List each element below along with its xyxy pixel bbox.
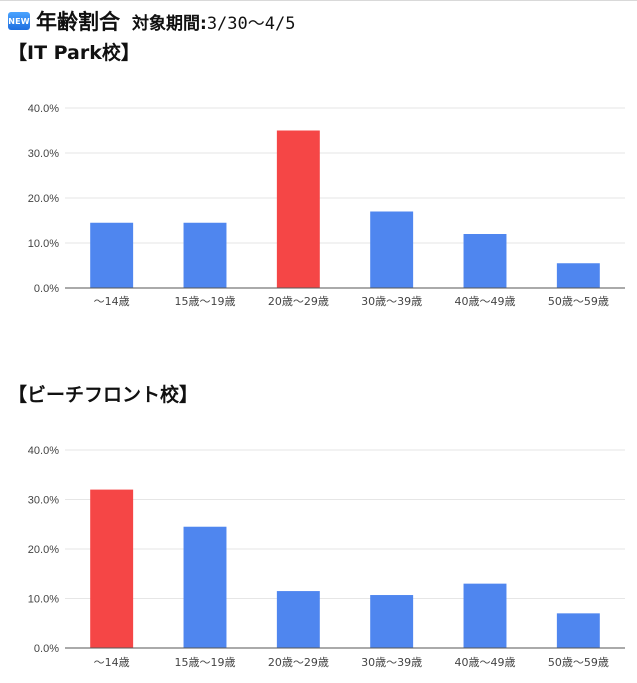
x-tick-label: 15歳〜19歳 xyxy=(175,656,236,669)
bar xyxy=(370,595,414,648)
y-tick-label: 40.0% xyxy=(28,103,59,115)
x-tick-label: 30歳〜39歳 xyxy=(361,295,422,308)
y-tick-label: 0.0% xyxy=(34,643,59,655)
chart-it-park: 0.0% 10.0% 20.0% 30.0% 40.0% 〜14歳 15歳〜19歳 20歳〜2… xyxy=(28,103,625,308)
chart-2-title: 【ビーチフロント校】 xyxy=(8,384,199,406)
x-tick-label: 15歳〜19歳 xyxy=(175,295,236,308)
y-tick-label: 40.0% xyxy=(28,445,59,457)
x-tick-label: 30歳〜39歳 xyxy=(361,656,422,669)
chart-beachfront: 0.0% 10.0% 20.0% 30.0% 40.0% 〜14歳 15歳〜19歳 20歳〜2… xyxy=(28,445,625,669)
y-tick-label: 30.0% xyxy=(28,495,59,507)
bar xyxy=(556,263,600,288)
x-tick-label: 40歳〜49歳 xyxy=(455,295,516,308)
chart-1-title: 【IT Park校】 xyxy=(8,42,140,64)
y-tick-label: 30.0% xyxy=(28,148,59,160)
y-tick-label: 20.0% xyxy=(28,193,59,205)
x-tick-label: 20歳〜29歳 xyxy=(268,295,329,308)
x-tick-label: 50歳〜59歳 xyxy=(548,656,609,669)
new-badge-icon: NEW xyxy=(8,12,30,30)
y-tick-label: 10.0% xyxy=(28,594,59,606)
bar xyxy=(276,591,320,648)
bar xyxy=(183,222,227,288)
period-value: 3/30〜4/5 xyxy=(206,13,296,34)
bar xyxy=(556,613,600,648)
page-title: 年齢割合 xyxy=(36,10,120,34)
x-tick-label: 〜14歳 xyxy=(94,295,130,308)
bar xyxy=(276,130,320,288)
bar xyxy=(183,526,227,648)
x-tick-label: 40歳〜49歳 xyxy=(455,656,516,669)
x-tick-label: 20歳〜29歳 xyxy=(268,656,329,669)
x-tick-label: 〜14歳 xyxy=(94,656,130,669)
top-divider xyxy=(0,0,637,1)
bar xyxy=(90,222,134,288)
bar xyxy=(90,489,134,648)
bar xyxy=(370,211,414,288)
bar xyxy=(463,234,507,288)
x-tick-label: 50歳〜59歳 xyxy=(548,295,609,308)
page-header: NEW 年齢割合 対象期間: 3/30〜4/5 xyxy=(8,8,295,34)
y-tick-label: 0.0% xyxy=(34,283,59,295)
y-tick-label: 20.0% xyxy=(28,544,59,556)
period-label: 対象期間: xyxy=(132,13,207,34)
y-tick-label: 10.0% xyxy=(28,238,59,250)
bar xyxy=(463,583,507,648)
